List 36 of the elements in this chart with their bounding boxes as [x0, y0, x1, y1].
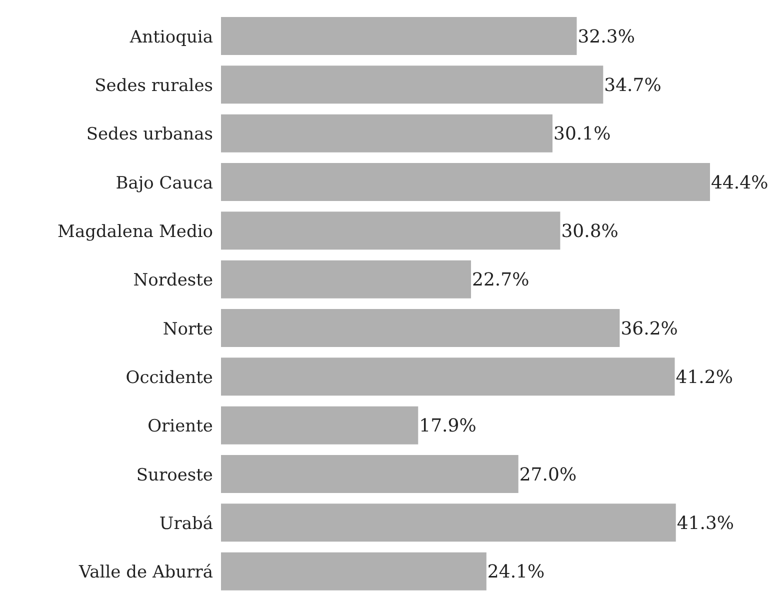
y-tick-label: Norte	[162, 319, 213, 340]
bar	[221, 309, 620, 347]
data-label: 32.3%	[578, 26, 635, 48]
y-tick-label: Sedes urbanas	[86, 124, 213, 145]
y-tick-label: Urabá	[159, 514, 213, 534]
y-tick-label: Nordeste	[133, 270, 213, 291]
bar	[221, 455, 518, 493]
data-label: 41.3%	[676, 513, 734, 534]
data-label: 34.7%	[604, 75, 662, 96]
data-label: 36.2%	[620, 318, 678, 340]
y-tick-label: Sedes rurales	[94, 76, 213, 96]
y-tick-label: Valle de Aburrá	[78, 562, 213, 583]
data-label: 27.0%	[519, 464, 577, 486]
y-tick-label: Occidente	[126, 368, 213, 388]
data-label: 44.4%	[711, 172, 768, 194]
data-label: 24.1%	[487, 562, 545, 583]
bar	[221, 552, 486, 590]
bar	[221, 114, 553, 152]
y-tick-label: Bajo Cauca	[116, 173, 213, 194]
data-label: 41.2%	[676, 367, 733, 388]
data-label: 30.8%	[561, 221, 618, 242]
data-label: 17.9%	[419, 416, 476, 437]
data-label: 22.7%	[472, 270, 530, 291]
bar	[221, 66, 604, 104]
bar	[221, 17, 577, 55]
y-tick-label: Oriente	[148, 416, 213, 437]
y-tick-label: Magdalena Medio	[58, 222, 213, 242]
data-label: 30.1%	[554, 124, 611, 145]
bar	[221, 504, 676, 542]
y-tick-label: Suroeste	[136, 465, 213, 486]
bar	[221, 212, 560, 250]
bar	[221, 358, 675, 396]
bar	[221, 163, 710, 201]
y-tick-label: Antioquia	[128, 27, 213, 48]
bar	[221, 260, 472, 298]
bar	[221, 406, 418, 444]
